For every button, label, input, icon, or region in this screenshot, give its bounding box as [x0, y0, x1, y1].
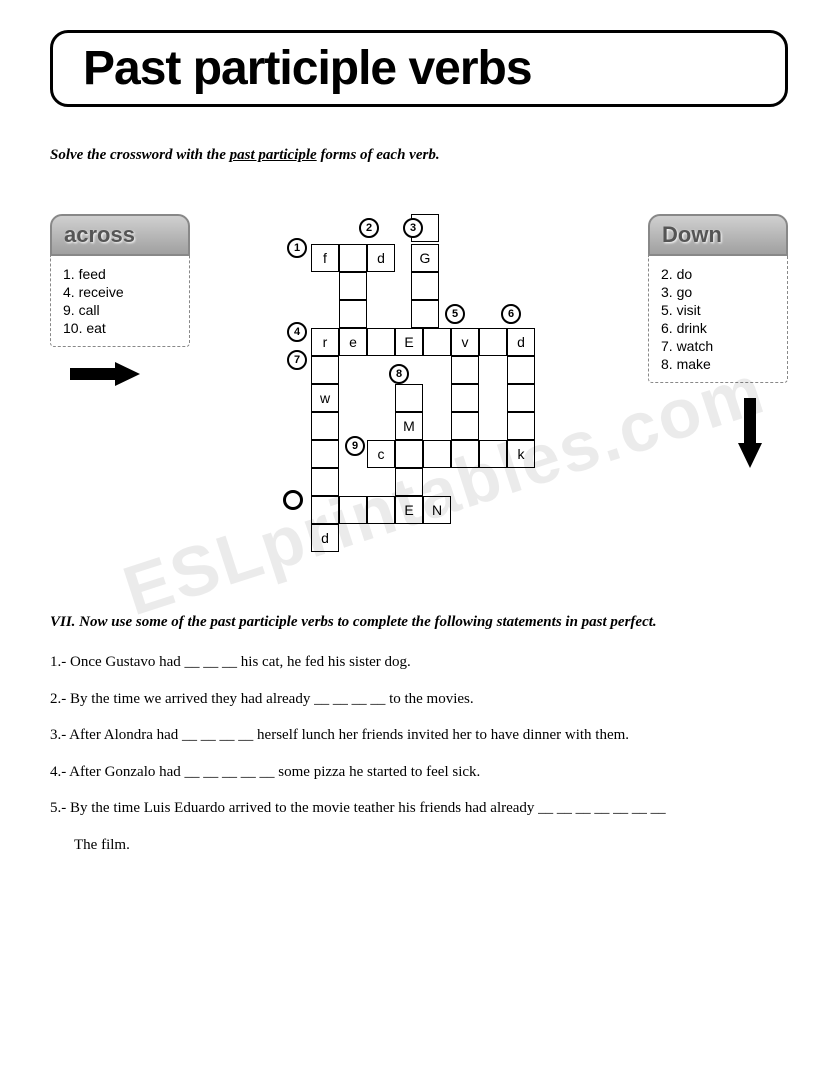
crossword-cell[interactable]	[423, 440, 451, 468]
down-item: 3. go	[661, 284, 775, 300]
clue-number-badge: 2	[359, 218, 379, 238]
question-item: 2.- By the time we arrived they had alre…	[50, 688, 788, 711]
crossword-cell[interactable]	[423, 328, 451, 356]
down-header: Down	[648, 214, 788, 256]
across-column: across 1. feed 4. receive 9. call 10. ea…	[50, 214, 190, 386]
puzzle-area: across 1. feed 4. receive 9. call 10. ea…	[50, 214, 788, 534]
crossword-cell[interactable]: G	[411, 244, 439, 272]
down-item: 7. watch	[661, 338, 775, 354]
across-item: 10. eat	[63, 320, 177, 336]
crossword-cell[interactable]: E	[395, 496, 423, 524]
down-column: Down 2. do 3. go 5. visit 6. drink 7. wa…	[648, 214, 788, 473]
crossword-cell[interactable]	[367, 496, 395, 524]
crossword-cell[interactable]: k	[507, 440, 535, 468]
crossword-cell[interactable]	[451, 356, 479, 384]
clue-number-badge: 8	[389, 364, 409, 384]
clue-number-badge: 9	[345, 436, 365, 456]
clue-number-badge: 1	[287, 238, 307, 258]
crossword-cell[interactable]: N	[423, 496, 451, 524]
section-2: VII. Now use some of the past participle…	[50, 614, 788, 856]
across-clue-box: across 1. feed 4. receive 9. call 10. ea…	[50, 214, 190, 347]
across-item: 1. feed	[63, 266, 177, 282]
title-frame: Past participle verbs	[50, 30, 788, 107]
across-item: 4. receive	[63, 284, 177, 300]
across-list: 1. feed 4. receive 9. call 10. eat	[50, 256, 190, 347]
crossword-cell[interactable]	[311, 356, 339, 384]
down-item: 2. do	[661, 266, 775, 282]
crossword-cell[interactable]: f	[311, 244, 339, 272]
down-item: 8. make	[661, 356, 775, 372]
question-item: 5.- By the time Luis Eduardo arrived to …	[50, 797, 788, 820]
crossword-cell[interactable]	[311, 440, 339, 468]
crossword-cell[interactable]	[479, 328, 507, 356]
crossword-cell[interactable]	[339, 496, 367, 524]
arrow-down-icon	[738, 398, 788, 473]
crossword-cell[interactable]	[507, 384, 535, 412]
crossword-cell[interactable]	[395, 440, 423, 468]
crossword-cell[interactable]	[451, 440, 479, 468]
crossword-cell[interactable]	[451, 384, 479, 412]
across-item: 9. call	[63, 302, 177, 318]
crossword-cell[interactable]: d	[507, 328, 535, 356]
question-item: 1.- Once Gustavo had __ __ __ his cat, h…	[50, 651, 788, 674]
clue-number-badge: 7	[287, 350, 307, 370]
down-list: 2. do 3. go 5. visit 6. drink 7. watch 8…	[648, 256, 788, 383]
crossword-cell[interactable]	[411, 272, 439, 300]
crossword-cell[interactable]	[367, 328, 395, 356]
arrow-right-icon	[70, 362, 190, 386]
crossword-grid: fdGreEvdwMckENd123456789	[239, 214, 599, 534]
clue-number-badge: 3	[403, 218, 423, 238]
crossword-cell[interactable]	[395, 468, 423, 496]
crossword-cell[interactable]	[339, 300, 367, 328]
crossword-cell[interactable]	[395, 384, 423, 412]
crossword-cell[interactable]	[311, 468, 339, 496]
down-item: 6. drink	[661, 320, 775, 336]
question-item: 3.- After Alondra had __ __ __ __ hersel…	[50, 724, 788, 747]
crossword-cell[interactable]	[311, 412, 339, 440]
crossword-cell[interactable]	[339, 244, 367, 272]
down-clue-box: Down 2. do 3. go 5. visit 6. drink 7. wa…	[648, 214, 788, 383]
crossword-cell[interactable]	[507, 412, 535, 440]
crossword-cell[interactable]: c	[367, 440, 395, 468]
crossword-cell[interactable]: d	[367, 244, 395, 272]
crossword-cell[interactable]	[411, 300, 439, 328]
question-5-cont: The film.	[50, 834, 788, 857]
clue-number-badge: 6	[501, 304, 521, 324]
crossword-cell[interactable]	[451, 412, 479, 440]
empty-badge	[283, 490, 303, 510]
page-title: Past participle verbs	[83, 41, 755, 96]
crossword-cell[interactable]: M	[395, 412, 423, 440]
crossword-cell[interactable]	[479, 440, 507, 468]
question-list: 1.- Once Gustavo had __ __ __ his cat, h…	[50, 651, 788, 856]
question-item: 4.- After Gonzalo had __ __ __ __ __ som…	[50, 761, 788, 784]
crossword-cell[interactable]	[339, 272, 367, 300]
instruction-prefix: Solve the crossword with the	[50, 147, 230, 163]
crossword-cell[interactable]: r	[311, 328, 339, 356]
down-item: 5. visit	[661, 302, 775, 318]
instruction-2: VII. Now use some of the past participle…	[50, 614, 788, 631]
crossword-cell[interactable]	[507, 356, 535, 384]
crossword-cell[interactable]: e	[339, 328, 367, 356]
crossword-cell[interactable]: w	[311, 384, 339, 412]
crossword-cell[interactable]: d	[311, 524, 339, 552]
clue-number-badge: 4	[287, 322, 307, 342]
across-header: across	[50, 214, 190, 256]
instruction-suffix: forms of each verb.	[317, 147, 440, 163]
crossword-cell[interactable]: E	[395, 328, 423, 356]
clue-number-badge: 5	[445, 304, 465, 324]
instruction-underline: past participle	[230, 147, 317, 163]
crossword-cell[interactable]	[311, 496, 339, 524]
instruction-1: Solve the crossword with the past partic…	[50, 147, 788, 164]
crossword-cell[interactable]: v	[451, 328, 479, 356]
